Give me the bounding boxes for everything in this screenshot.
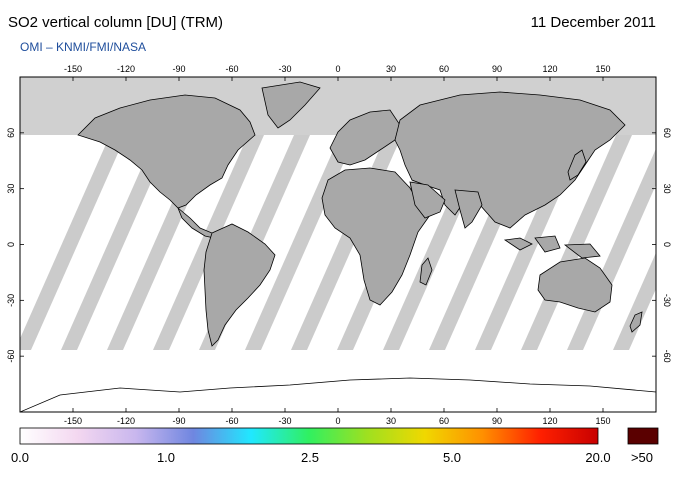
antarctica-landmass: [20, 377, 656, 412]
india-landmass: [454, 189, 483, 229]
africa-landmass: [321, 167, 431, 306]
orbit-gap-swath: [613, 252, 656, 350]
axis-tick-label: -150: [64, 416, 82, 426]
axis-tick-label: -30: [6, 294, 16, 307]
colorbar-label: 1.0: [157, 450, 175, 465]
data-source-credit: OMI – KNMI/FMI/NASA: [20, 40, 147, 54]
axis-tick-label: 0: [6, 242, 16, 247]
axis-tick-label: 30: [662, 184, 672, 194]
orbit-gap-swath: [61, 135, 172, 350]
north-america-landmass: [77, 94, 256, 209]
axis-tick-label: 150: [595, 416, 610, 426]
axis-tick-label: 0: [335, 416, 340, 426]
new-zealand-landmass: [629, 311, 643, 333]
axis-tick-label: -120: [117, 64, 135, 74]
axis-tick-label: 90: [492, 416, 502, 426]
colorbar: 0.0 1.0 2.5 5.0 20.0 >50: [11, 427, 659, 465]
axis-tick-label: 0: [662, 242, 672, 247]
axis-tick-label: -150: [64, 64, 82, 74]
axis-tick-label: -60: [225, 64, 238, 74]
colorbar-label: 0.0: [11, 450, 29, 465]
map-area: [20, 77, 656, 412]
axis-tick-label: 60: [439, 64, 449, 74]
axis-tick-label: -90: [172, 64, 185, 74]
axis-tick-label: 120: [542, 64, 557, 74]
axis-tick-label: 60: [662, 128, 672, 138]
axis-tick-label: 30: [386, 416, 396, 426]
axis-tick-label: 0: [335, 64, 340, 74]
axis-tick-label: 60: [439, 416, 449, 426]
south-america-landmass: [203, 223, 276, 347]
axis-tick-label: -30: [278, 64, 291, 74]
indonesia-islands: [503, 235, 601, 259]
axis-tick-label: -30: [278, 416, 291, 426]
colorbar-scale: [19, 427, 599, 445]
japan-landmass: [567, 149, 587, 181]
orbit-gap-swath: [153, 135, 264, 350]
axis-ticks: -150 -150 -120 -120 -90 -90 -60 -60 -30 -30 0 0 30 30…: [6, 64, 672, 426]
axis-tick-label: 120: [542, 416, 557, 426]
map-title: SO2 vertical column [DU] (TRM): [8, 14, 224, 31]
madagascar-landmass: [419, 257, 433, 286]
arabia-landmass: [409, 181, 446, 219]
colorbar-overflow-swatch: [627, 427, 659, 445]
axis-tick-label: -60: [6, 350, 16, 363]
axis-tick-label: -90: [172, 416, 185, 426]
asia-landmass: [394, 91, 626, 229]
axis-tick-label: -120: [117, 416, 135, 426]
axis-tick-label: -30: [662, 294, 672, 307]
axis-tick-label: 30: [386, 64, 396, 74]
land-masses: [20, 81, 656, 412]
axis-tick-label: 90: [492, 64, 502, 74]
axis-tick-label: -60: [225, 416, 238, 426]
axis-tick-label: 150: [595, 64, 610, 74]
colorbar-label: >50: [631, 450, 653, 465]
australia-landmass: [537, 257, 613, 313]
greenland-landmass: [261, 81, 321, 129]
axis-tick-label: 30: [6, 184, 16, 194]
axis-tick-label: -60: [662, 350, 672, 363]
colorbar-label: 5.0: [443, 450, 461, 465]
map-date: 11 December 2011: [530, 14, 656, 31]
colorbar-label: 20.0: [585, 450, 610, 465]
orbit-gap-swath: [20, 135, 126, 350]
colorbar-label: 2.5: [301, 450, 319, 465]
axis-tick-label: 60: [6, 128, 16, 138]
